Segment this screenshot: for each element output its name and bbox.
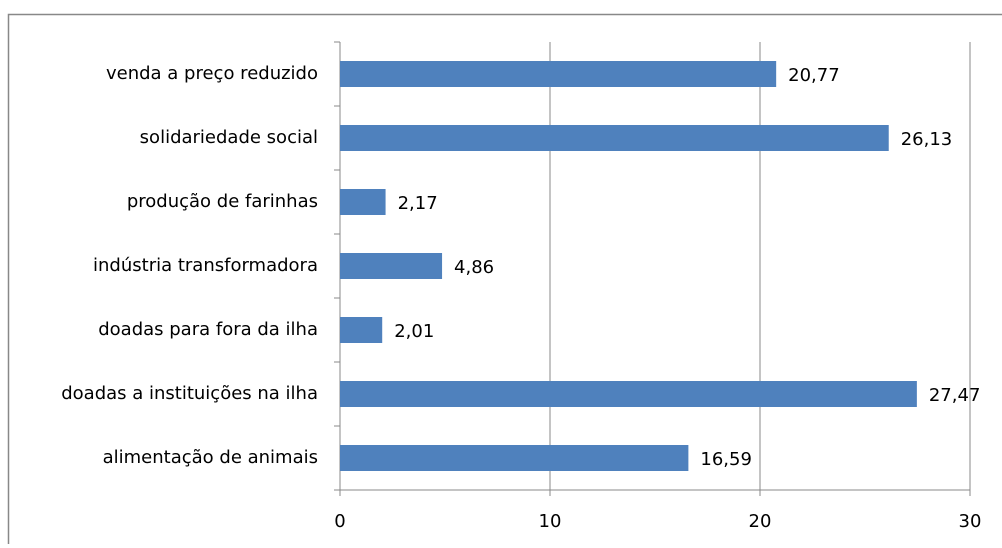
value-label: 26,13: [901, 129, 953, 150]
x-tick-label: 30: [959, 511, 982, 532]
value-label: 27,47: [929, 385, 981, 406]
y-tick-label: doadas para fora da ilha: [98, 319, 318, 340]
bar: [340, 189, 386, 215]
y-tick-label: venda a preço reduzido: [106, 63, 318, 84]
value-label: 2,01: [394, 321, 434, 342]
value-label: 16,59: [700, 449, 752, 470]
bar: [340, 381, 917, 407]
y-tick-label: doadas a instituições na ilha: [61, 383, 318, 404]
x-tick-label: 0: [334, 511, 345, 532]
y-tick-label: indústria transformadora: [93, 255, 318, 276]
y-tick-label: produção de farinhas: [127, 191, 318, 212]
bar: [340, 125, 889, 151]
bar: [340, 317, 382, 343]
bar: [340, 445, 688, 471]
x-tick-label: 20: [749, 511, 772, 532]
value-label: 4,86: [454, 257, 494, 278]
value-label: 2,17: [398, 193, 438, 214]
bar: [340, 61, 776, 87]
bar: [340, 253, 442, 279]
value-label: 20,77: [788, 65, 840, 86]
y-tick-label: solidariedade social: [140, 127, 318, 148]
y-tick-label: alimentação de animais: [103, 447, 318, 468]
x-tick-label: 10: [539, 511, 562, 532]
